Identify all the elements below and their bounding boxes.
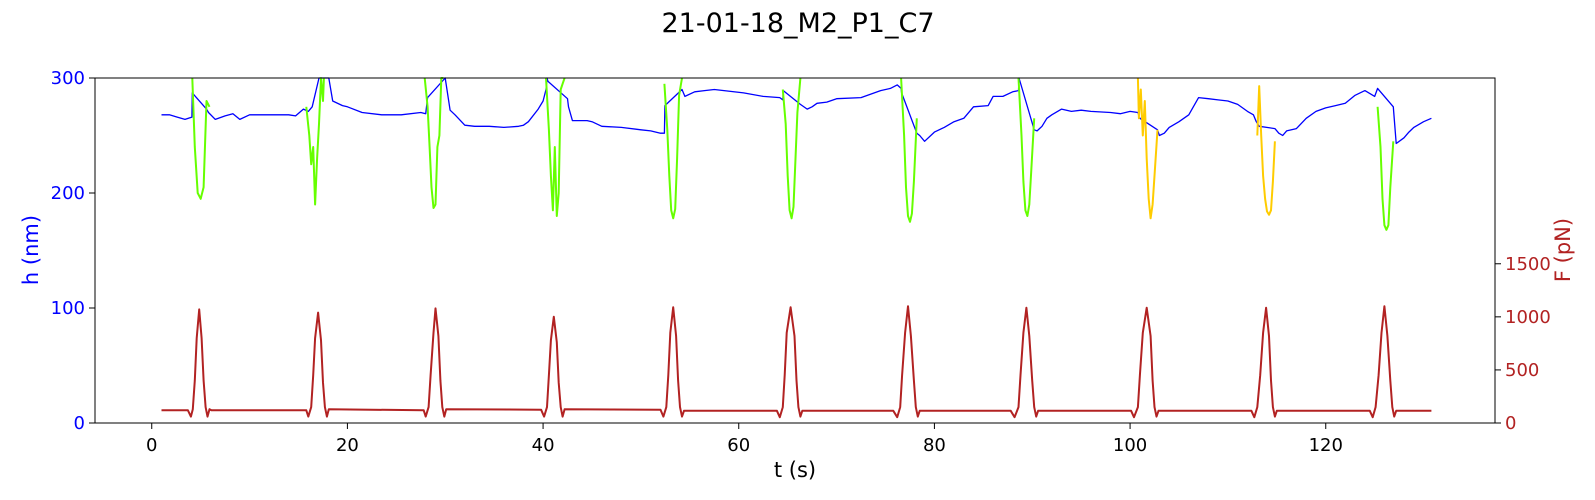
right-y-tick-label: 0 bbox=[1505, 413, 1516, 434]
left-y-axis-ticks: 0 100 200 300 bbox=[51, 68, 95, 434]
right-y-axis-label: F (pN) bbox=[1551, 218, 1575, 282]
force-series bbox=[161, 305, 1432, 419]
indentation-series bbox=[191, 77, 1395, 231]
x-axis-label: t (s) bbox=[774, 458, 816, 482]
right-y-tick-label: 1500 bbox=[1505, 254, 1551, 275]
indentation-line-1 bbox=[191, 77, 1395, 231]
force-line-3 bbox=[161, 305, 1432, 419]
right-y-axis-ticks: 0 500 1000 1500 bbox=[1495, 254, 1551, 434]
plot-area bbox=[94, 77, 1496, 424]
x-tick-label: 60 bbox=[727, 435, 750, 456]
right-y-tick-label: 500 bbox=[1505, 360, 1539, 381]
left-y-axis-label: h (nm) bbox=[19, 215, 43, 285]
x-tick-label: 80 bbox=[923, 435, 946, 456]
left-y-tick-label: 0 bbox=[74, 413, 85, 434]
left-y-tick-label: 200 bbox=[51, 183, 85, 204]
x-axis-ticks: 0 20 40 60 80 100 120 bbox=[146, 423, 1343, 456]
chart-title: 21-01-18_M2_P1_C7 bbox=[661, 8, 934, 39]
right-y-tick-label: 1000 bbox=[1505, 307, 1551, 328]
x-tick-label: 100 bbox=[1113, 435, 1147, 456]
x-tick-label: 120 bbox=[1309, 435, 1343, 456]
height-series bbox=[161, 77, 1432, 145]
plot-frame bbox=[94, 77, 1496, 424]
x-tick-label: 0 bbox=[146, 435, 157, 456]
height-line-0 bbox=[161, 77, 1432, 145]
indentation-line-2 bbox=[1136, 77, 1276, 220]
x-tick-label: 20 bbox=[336, 435, 359, 456]
x-tick-label: 40 bbox=[532, 435, 555, 456]
left-y-tick-label: 100 bbox=[51, 298, 85, 319]
left-y-tick-label: 300 bbox=[51, 68, 85, 89]
